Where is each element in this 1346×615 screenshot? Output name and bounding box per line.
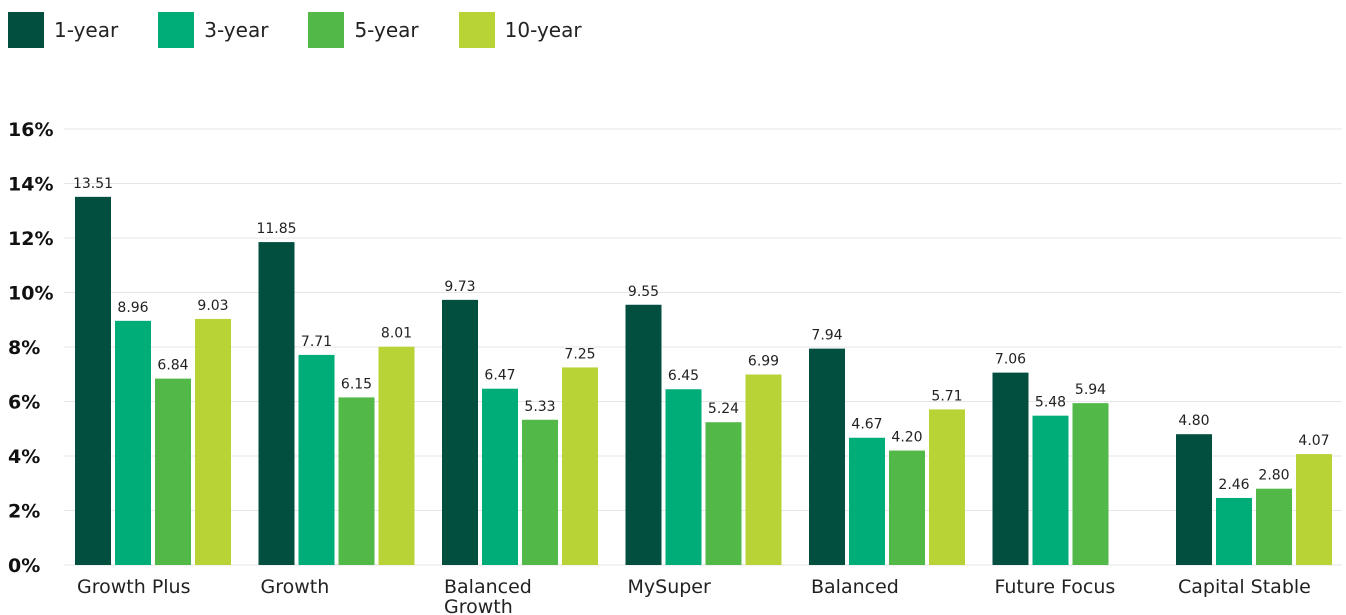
bar bbox=[1216, 497, 1252, 565]
data-label: 5.48 bbox=[1035, 395, 1066, 411]
y-tick-label: 2% bbox=[8, 501, 40, 523]
bar bbox=[378, 346, 415, 565]
data-label: 2.80 bbox=[1258, 468, 1289, 484]
x-tick-label: MySuper bbox=[628, 576, 711, 598]
y-tick-label: 4% bbox=[8, 446, 40, 468]
chart-legend: 1-year 3-year 5-year 10-year bbox=[8, 12, 622, 48]
data-label: 6.99 bbox=[748, 354, 779, 370]
legend-label: 3-year bbox=[204, 18, 269, 42]
legend-item: 1-year bbox=[8, 12, 118, 48]
legend-item: 5-year bbox=[308, 12, 419, 48]
data-label: 2.46 bbox=[1218, 477, 1249, 493]
bar bbox=[849, 437, 885, 565]
data-label: 9.03 bbox=[197, 298, 228, 314]
data-label: 9.73 bbox=[444, 279, 475, 295]
bar bbox=[1256, 488, 1292, 565]
bar bbox=[562, 367, 598, 565]
legend-swatch bbox=[458, 12, 495, 48]
x-tick-label: Growth bbox=[261, 576, 330, 598]
bar bbox=[298, 354, 335, 565]
y-tick-label: 12% bbox=[8, 228, 53, 250]
data-label: 6.45 bbox=[668, 368, 699, 384]
bar bbox=[1176, 434, 1212, 565]
bar bbox=[75, 196, 111, 566]
data-label: 5.71 bbox=[931, 388, 962, 404]
data-label: 8.96 bbox=[117, 300, 148, 316]
data-label: 7.71 bbox=[301, 334, 332, 350]
data-label: 6.84 bbox=[157, 358, 188, 374]
data-label: 7.94 bbox=[811, 328, 842, 344]
legend-item: 10-year bbox=[458, 12, 582, 48]
bar bbox=[195, 318, 231, 565]
bar bbox=[665, 389, 702, 565]
data-label: 6.47 bbox=[484, 368, 515, 384]
bar bbox=[115, 320, 151, 565]
x-tick-label: Balanced Growth bbox=[444, 576, 532, 615]
legend-swatch bbox=[158, 12, 195, 48]
bar bbox=[809, 348, 845, 565]
bar bbox=[155, 378, 191, 565]
data-label: 4.67 bbox=[851, 417, 882, 433]
bar bbox=[258, 242, 295, 565]
bar bbox=[482, 388, 518, 565]
data-label: 7.25 bbox=[564, 346, 595, 362]
data-label: 4.20 bbox=[891, 430, 922, 446]
bar bbox=[338, 397, 375, 565]
x-tick-label: Future Focus bbox=[995, 576, 1116, 598]
y-tick-label: 10% bbox=[8, 283, 53, 305]
data-label: 5.94 bbox=[1075, 382, 1106, 398]
bar bbox=[992, 372, 1029, 565]
data-label: 9.55 bbox=[628, 284, 659, 300]
data-label: 7.06 bbox=[995, 352, 1026, 368]
bar bbox=[442, 299, 478, 565]
x-tick-label: Balanced bbox=[811, 576, 899, 598]
data-label: 13.51 bbox=[73, 176, 113, 192]
bar bbox=[1296, 454, 1332, 565]
legend-item: 3-year bbox=[158, 12, 268, 48]
data-label: 5.24 bbox=[708, 401, 739, 417]
data-label: 6.15 bbox=[341, 376, 372, 392]
legend-label: 10-year bbox=[504, 18, 582, 42]
bar bbox=[1032, 415, 1069, 565]
bar bbox=[929, 409, 965, 565]
data-label: 4.80 bbox=[1178, 413, 1209, 429]
data-label: 8.01 bbox=[381, 326, 412, 342]
data-label: 4.07 bbox=[1298, 433, 1329, 449]
data-label: 11.85 bbox=[256, 221, 296, 237]
y-tick-label: 16% bbox=[8, 119, 53, 141]
legend-label: 1-year bbox=[54, 18, 119, 42]
x-tick-label: Capital Stable bbox=[1178, 576, 1311, 598]
y-tick-label: 6% bbox=[8, 392, 40, 414]
legend-swatch bbox=[308, 12, 345, 48]
bar bbox=[745, 374, 782, 565]
y-tick-label: 8% bbox=[8, 337, 40, 359]
bar bbox=[705, 422, 742, 565]
bar bbox=[889, 450, 925, 565]
x-tick-label: Growth Plus bbox=[77, 576, 191, 598]
legend-label: 5-year bbox=[354, 18, 419, 42]
y-tick-label: 14% bbox=[8, 174, 53, 196]
bar bbox=[522, 419, 558, 565]
bar bbox=[1072, 403, 1109, 565]
legend-swatch bbox=[8, 12, 44, 48]
bar bbox=[625, 304, 662, 565]
y-tick-label: 0% bbox=[8, 555, 40, 577]
data-label: 5.33 bbox=[524, 399, 555, 415]
